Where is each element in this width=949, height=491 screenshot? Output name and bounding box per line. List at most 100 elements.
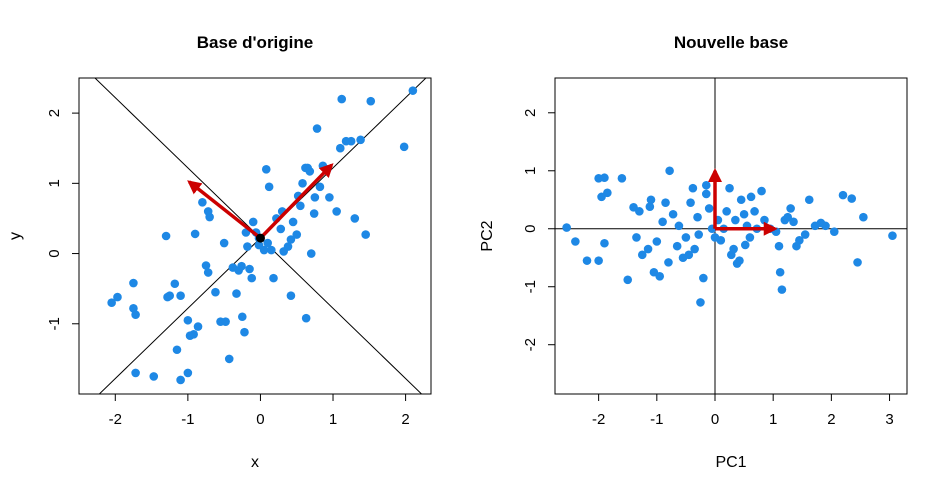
data-point — [224, 354, 234, 364]
data-point — [113, 292, 122, 302]
data-point — [838, 190, 848, 200]
data-point — [652, 237, 662, 246]
data-point — [129, 278, 138, 288]
data-point — [286, 235, 296, 244]
data-point — [804, 195, 814, 205]
data-point — [795, 236, 804, 245]
y-tick-label: 1 — [522, 167, 539, 175]
reference-line — [98, 78, 427, 394]
data-point — [201, 261, 211, 270]
data-point — [750, 207, 759, 216]
data-point — [219, 238, 229, 248]
data-point — [172, 345, 182, 355]
data-point — [247, 273, 257, 283]
data-point — [261, 164, 271, 174]
data-point — [161, 231, 171, 241]
data-point — [731, 215, 740, 225]
data-point — [637, 250, 647, 260]
data-point — [684, 250, 694, 260]
data-point — [686, 198, 695, 207]
y-tick-label: 0 — [46, 249, 63, 257]
data-point — [183, 315, 193, 325]
data-point — [745, 233, 755, 242]
data-point — [888, 231, 897, 241]
data-point — [740, 240, 750, 250]
data-point — [408, 86, 418, 95]
data-point — [664, 258, 673, 267]
data-point — [221, 317, 230, 326]
data-point — [283, 242, 293, 251]
data-point — [701, 189, 711, 199]
data-point — [632, 233, 641, 242]
data-point — [853, 258, 862, 267]
y-tick-label: -2 — [522, 338, 539, 351]
y-tick-label: 0 — [522, 225, 539, 233]
data-point — [668, 209, 678, 219]
data-point — [131, 310, 140, 319]
data-point — [571, 237, 580, 246]
x-tick-label: 2 — [401, 411, 409, 428]
data-point — [205, 212, 214, 222]
chart-title: Base d'origine — [197, 33, 313, 52]
data-point — [269, 273, 278, 283]
data-point — [690, 244, 699, 254]
data-point — [725, 183, 734, 193]
data-point — [716, 236, 726, 245]
data-point — [847, 194, 857, 203]
data-point — [310, 193, 320, 202]
data-point — [729, 244, 738, 254]
data-point — [696, 298, 705, 307]
x-tick-label: 3 — [885, 411, 893, 428]
data-point — [774, 241, 784, 251]
data-point — [298, 179, 307, 188]
data-point — [674, 221, 684, 231]
data-point — [643, 244, 653, 254]
data-point — [309, 209, 319, 218]
data-point — [617, 174, 627, 183]
data-point — [739, 209, 749, 219]
data-point — [693, 212, 702, 222]
data-point — [623, 275, 633, 285]
data-point — [346, 136, 356, 146]
data-point — [757, 186, 766, 196]
data-point — [211, 287, 220, 297]
x-axis-label: x — [251, 454, 259, 471]
data-point — [701, 180, 711, 190]
x-tick-label: -2 — [592, 411, 605, 428]
y-tick-label: 1 — [46, 179, 63, 187]
data-point — [203, 268, 213, 277]
y-axis-label: y — [7, 232, 24, 240]
data-point — [176, 375, 185, 385]
data-point — [829, 227, 839, 236]
data-point — [594, 256, 603, 265]
data-point — [193, 322, 203, 331]
y-axis-label: PC2 — [479, 220, 496, 251]
data-point — [165, 291, 175, 300]
data-point — [296, 201, 305, 211]
x-tick-label: -2 — [109, 411, 122, 428]
data-point — [600, 238, 609, 248]
data-point — [337, 94, 347, 104]
data-point — [350, 214, 360, 223]
data-point — [356, 135, 365, 145]
reference-lines — [94, 78, 427, 394]
data-point — [237, 312, 247, 322]
data-point — [176, 291, 185, 300]
data-point — [699, 273, 708, 283]
x-axis: -2 -1 0 1 2 — [109, 394, 410, 428]
y-tick-label: 2 — [46, 109, 63, 117]
data-point — [800, 230, 810, 239]
data-point — [243, 242, 252, 251]
data-point — [658, 217, 667, 227]
data-point — [597, 192, 606, 202]
data-point — [646, 195, 656, 205]
data-point — [232, 289, 241, 298]
data-point — [183, 368, 193, 378]
data-point — [264, 182, 274, 192]
data-point — [672, 241, 682, 251]
data-point — [821, 221, 830, 231]
data-point — [661, 198, 670, 207]
data-point — [777, 285, 787, 294]
x-tick-label: 1 — [769, 411, 777, 428]
